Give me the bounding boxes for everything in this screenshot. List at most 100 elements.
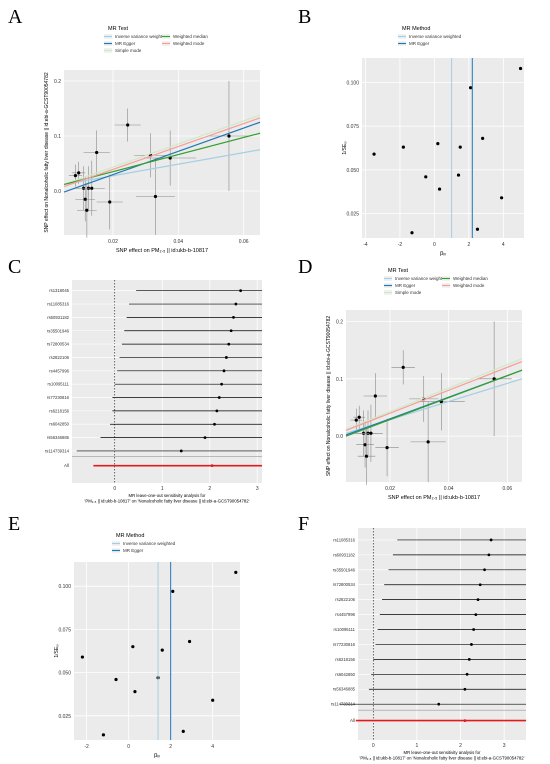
- snp-label: rs60931182: [333, 552, 355, 557]
- legend-label: MR Egger: [395, 283, 416, 288]
- snp-label: rs35501946: [333, 567, 356, 572]
- chart-e: -2 0 2 4 0.025 0.050 0.075 0.100 βᵢᵥ 1/SEᵢᵥ MR Met…: [54, 533, 240, 759]
- all-estimate-point: [210, 464, 214, 468]
- snp-label: rs114739314: [45, 448, 70, 453]
- regression-line: [63, 114, 261, 185]
- panel-label-a: A: [8, 6, 23, 28]
- estimate-point: [234, 302, 238, 306]
- data-point: [458, 145, 462, 149]
- y-tick-label: 0.1: [336, 377, 343, 383]
- chart-d: 0.02 0.04 0.06 0.0 0.1 0.2 SNP effect on PM₂.₅…: [326, 268, 523, 501]
- data-point: [410, 231, 414, 235]
- snp-label: rs6218156: [335, 657, 355, 662]
- x-tick-label: 0: [113, 486, 116, 492]
- data-point: [171, 589, 175, 593]
- x-tick-label: 1: [416, 743, 419, 749]
- x-axis-label: SNP effect on PM₂.₅ || id:ukb-b-10817: [388, 495, 480, 501]
- x-tick-label: 0: [127, 744, 130, 750]
- legend-label: Weighted median: [453, 276, 488, 281]
- panel-label-d: D: [298, 256, 313, 278]
- x-tick-label: 0.02: [108, 239, 118, 245]
- x-tick-label: 2: [459, 743, 462, 749]
- snp-label: rs114739314: [331, 702, 356, 707]
- regression-line: [345, 369, 523, 437]
- y-tick-label: 0.2: [54, 79, 61, 85]
- panel-label-b: B: [298, 6, 312, 28]
- estimate-point: [232, 315, 235, 319]
- snp-label: rs2822106: [49, 355, 69, 360]
- x-tick-label: -2: [398, 242, 403, 248]
- estimate-point: [474, 613, 478, 616]
- data-point: [85, 208, 89, 212]
- snp-label: rs6042850: [49, 422, 69, 427]
- x-tick-label: -2: [84, 744, 89, 750]
- legend-title: MR Method: [116, 533, 144, 539]
- data-point: [73, 174, 78, 178]
- legend-title: MR Method: [402, 26, 430, 32]
- snp-label: rs6042850: [335, 672, 355, 677]
- x-axis-label: 'PM₂.₅ || id:ukb-b-10817' on 'Nonalcohol…: [360, 756, 525, 761]
- data-point: [363, 443, 367, 447]
- panel-label-f: F: [298, 513, 310, 535]
- y-tick-label: 0.2: [336, 319, 343, 325]
- estimate-point: [487, 553, 491, 557]
- data-point: [90, 186, 94, 190]
- x-tick-label: 0.02: [385, 486, 395, 492]
- snp-label: rs35501946: [47, 328, 70, 333]
- data-point: [108, 200, 112, 204]
- snp-label: rs4457996: [335, 612, 355, 617]
- estimate-point: [437, 702, 441, 706]
- x-tick-label: -4: [363, 242, 368, 248]
- data-point: [499, 196, 504, 200]
- data-point: [114, 677, 118, 682]
- estimate-point: [463, 687, 467, 691]
- all-estimate-point: [463, 719, 467, 722]
- estimate-point: [227, 342, 231, 346]
- data-point: [475, 227, 480, 231]
- legend-label: MR Egger: [115, 41, 136, 46]
- legend: MR Test Inverse variance weighted MR Egger…: [384, 268, 488, 295]
- data-point: [373, 394, 377, 398]
- estimate-point: [217, 396, 221, 399]
- estimate-point: [476, 598, 480, 602]
- x-tick-label: 0.04: [173, 239, 183, 245]
- x-tick-label: 4: [502, 242, 505, 248]
- estimate-point: [220, 382, 224, 386]
- data-point: [95, 150, 99, 155]
- y-tick-label: 0.1: [54, 134, 61, 140]
- data-point: [424, 175, 428, 179]
- regression-line: [63, 117, 261, 188]
- estimate-point: [483, 568, 486, 572]
- estimate-point: [472, 628, 476, 631]
- estimate-point: [203, 436, 207, 439]
- regression-line: [63, 149, 261, 185]
- regression-line: [345, 361, 523, 431]
- data-point: [357, 415, 361, 419]
- estimate-point: [467, 657, 471, 661]
- y-axis-label: 1/SEᵢᵥ: [342, 141, 348, 155]
- legend-title: MR Test: [108, 26, 129, 32]
- x-axis-label: SNP effect on PM₂.₅ || id:ukb-b-10817: [116, 248, 208, 254]
- plot-background: [358, 528, 526, 740]
- y-tick-label: 0.100: [58, 584, 71, 590]
- estimate-point: [224, 356, 228, 359]
- x-axis-label: MR leave-one-out sensitivity analysis fo…: [129, 493, 206, 498]
- legend: MR Test Inverse variance weighted MR Egger…: [104, 26, 208, 53]
- snp-label: rs56346885: [333, 687, 356, 692]
- all-label: All: [64, 463, 69, 468]
- legend-label: MR Egger: [123, 548, 144, 553]
- legend-label: Simple mode: [395, 290, 422, 295]
- estimate-point: [465, 672, 469, 676]
- y-axis-label: SNP effect on Nonalcoholic fatty liver d…: [326, 316, 332, 476]
- estimate-point: [470, 643, 473, 646]
- data-point: [160, 648, 164, 652]
- plot-background: [74, 562, 240, 740]
- legend-label: Simple mode: [115, 48, 142, 53]
- x-axis-label: βᵢᵥ: [440, 251, 446, 257]
- data-point: [372, 152, 376, 156]
- snp-label: rs10095111: [334, 627, 356, 632]
- x-tick-label: 0.06: [502, 486, 512, 492]
- snp-label: rs56346885: [47, 435, 70, 440]
- snp-label: rs10095111: [48, 382, 70, 387]
